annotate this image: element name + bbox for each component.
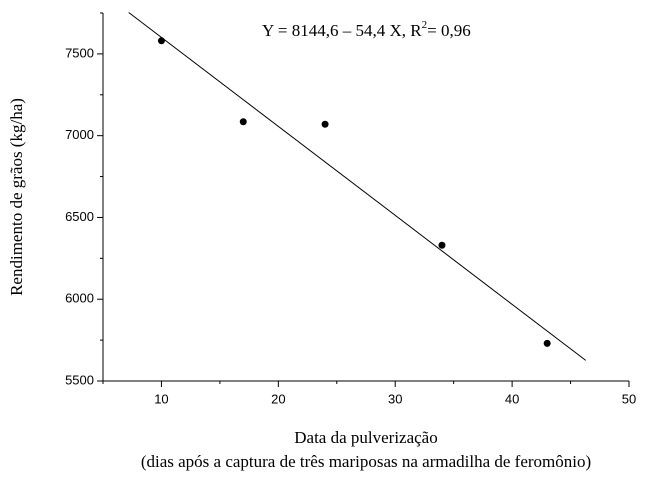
point xyxy=(543,339,551,347)
equation-text: Y = 8144,6 – 54,4 X, R xyxy=(262,21,422,40)
equation-sup: 2 xyxy=(422,19,428,31)
x-axis-title: Data da pulverização xyxy=(294,428,437,447)
y-tick-label: 7500 xyxy=(65,45,94,60)
y-axis-title: Rendimento de grãos (kg/ha) xyxy=(7,98,26,296)
point xyxy=(321,120,329,128)
y-tick-label: 6500 xyxy=(65,209,94,224)
y-tick-label: 5500 xyxy=(65,372,94,387)
equation: Y = 8144,6 – 54,4 X, R2= 0,96 xyxy=(262,19,471,40)
x-tick-label: 30 xyxy=(388,391,402,406)
equation-tail: = 0,96 xyxy=(427,21,471,40)
y-tick-label: 6000 xyxy=(65,291,94,306)
x-tick-label: 20 xyxy=(271,391,285,406)
x-tick-label: 10 xyxy=(154,391,168,406)
x-tick-label: 50 xyxy=(622,391,636,406)
point xyxy=(157,37,165,45)
point xyxy=(438,241,446,249)
point xyxy=(239,118,247,126)
y-tick-label: 7000 xyxy=(65,127,94,142)
x-tick-label: 40 xyxy=(505,391,519,406)
regression-line xyxy=(128,12,587,361)
x-axis-subtitle: (dias após a captura de três mariposas n… xyxy=(141,452,591,471)
